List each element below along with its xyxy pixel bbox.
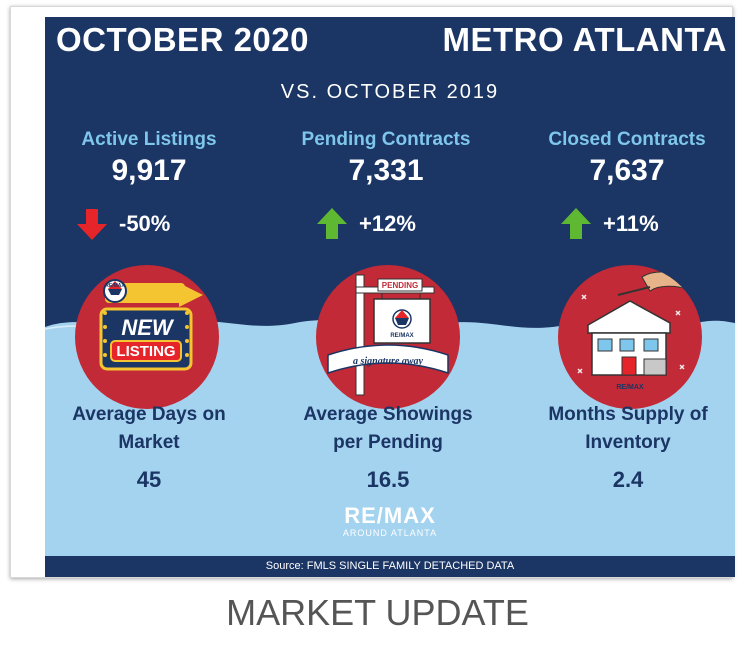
metric-showings-per-pending: Average Showings per Pending 16.5 bbox=[273, 401, 503, 493]
logo-main-text: RE/MAX bbox=[344, 503, 436, 528]
metric-label: Months Supply of Inventory bbox=[513, 401, 735, 457]
arrow-up-icon bbox=[561, 208, 591, 239]
metric-value: 16.5 bbox=[366, 467, 410, 492]
metric-label-line: Average Showings bbox=[303, 404, 473, 425]
metric-value: 2.4 bbox=[612, 467, 644, 492]
stat-closed-contracts: Closed Contracts 7,637 bbox=[512, 129, 735, 188]
stat-value: 7,331 bbox=[348, 154, 424, 187]
svg-text:RE/MAX: RE/MAX bbox=[390, 333, 413, 339]
region-title: METRO ATLANTA bbox=[442, 21, 727, 58]
metric-months-supply: Months Supply of Inventory 2.4 bbox=[513, 401, 735, 493]
metric-label-line: Market bbox=[118, 432, 180, 453]
month-title: OCTOBER 2020 bbox=[56, 21, 309, 58]
change-percent: +11% bbox=[603, 211, 659, 236]
stat-value: 7,637 bbox=[589, 154, 665, 187]
svg-text:RE/MAX: RE/MAX bbox=[616, 384, 644, 391]
metric-label: Average Days on Market bbox=[45, 401, 264, 457]
stat-label: Closed Contracts bbox=[548, 129, 706, 150]
arrow-down-icon bbox=[77, 209, 107, 240]
new-listing-sign-icon: RE/MAX NEW LISTING bbox=[75, 265, 219, 409]
logo-sub-text: AROUND ATLANTA bbox=[342, 528, 438, 538]
infographic-card: OCTOBER 2020 METRO ATLANTA VS. OCTOBER 2… bbox=[10, 6, 735, 578]
metric-label-line: per Pending bbox=[333, 432, 443, 453]
remax-logo: RE/MAX AROUND ATLANTA bbox=[335, 503, 445, 538]
change-percent: +12% bbox=[359, 211, 416, 236]
arrow-up-icon bbox=[317, 208, 347, 239]
svg-text:RE/MAX: RE/MAX bbox=[105, 283, 125, 289]
stat-label: Pending Contracts bbox=[301, 129, 471, 150]
stat-value: 9,917 bbox=[111, 154, 187, 187]
metric-label-line: Months Supply of bbox=[548, 404, 708, 425]
svg-text:a signature away: a signature away bbox=[353, 356, 424, 367]
change-pending-contracts: +12% bbox=[315, 207, 416, 241]
metric-label-line: Average Days on bbox=[72, 404, 226, 425]
change-percent: -50% bbox=[119, 211, 171, 236]
stat-pending-contracts: Pending Contracts 7,331 bbox=[271, 129, 501, 188]
metric-value: 45 bbox=[136, 467, 162, 492]
change-closed-contracts: +11% bbox=[559, 207, 659, 241]
svg-text:PENDING: PENDING bbox=[382, 281, 418, 290]
market-update-caption: MARKET UPDATE bbox=[226, 592, 529, 633]
comparison-subtitle: VS. OCTOBER 2019 bbox=[280, 81, 500, 103]
house-reveal-icon: RE/MAX bbox=[558, 265, 702, 409]
stat-active-listings: Active Listings 9,917 bbox=[45, 129, 264, 188]
svg-text:LISTING: LISTING bbox=[116, 343, 175, 360]
change-active-listings: -50% bbox=[75, 207, 170, 241]
metric-days-on-market: Average Days on Market 45 bbox=[45, 401, 264, 493]
svg-text:NEW: NEW bbox=[121, 315, 175, 340]
metric-label: Average Showings per Pending bbox=[273, 401, 503, 457]
pending-sign-icon: PENDING RE/MAX a signature away bbox=[316, 265, 460, 409]
metric-label-line: Inventory bbox=[585, 432, 671, 453]
source-footer: Source: FMLS SINGLE FAMILY DETACHED DATA bbox=[45, 556, 735, 577]
market-infographic: OCTOBER 2020 METRO ATLANTA VS. OCTOBER 2… bbox=[45, 17, 735, 577]
stat-label: Active Listings bbox=[81, 129, 217, 150]
